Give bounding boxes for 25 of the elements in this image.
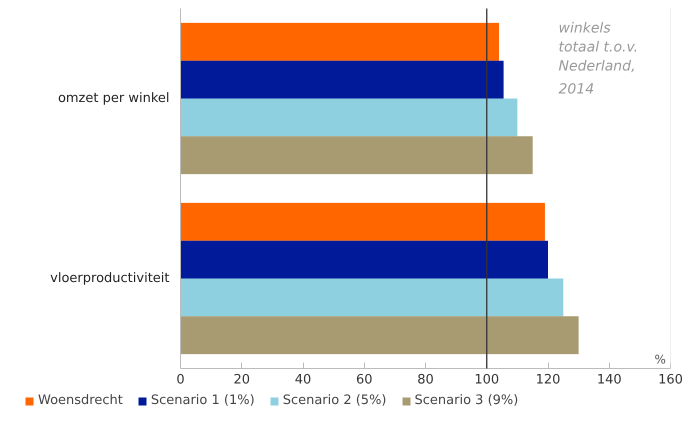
bar [180, 278, 564, 316]
x-tick-label: 100 [474, 372, 500, 388]
bar [180, 136, 533, 174]
x-tick-label: 160 [658, 372, 683, 388]
legend-label: Scenario 1 (1%) [150, 393, 255, 408]
bar [180, 60, 504, 98]
bar [180, 22, 499, 61]
legend-label: Woensdrecht [38, 393, 123, 408]
x-tick-label: 80 [417, 372, 434, 388]
annotation: winkels totaal t.o.v. Nederland, 2014 [558, 20, 638, 98]
x-tick-label: 20 [233, 372, 250, 388]
x-tick-label: 60 [356, 372, 373, 388]
legend-label: Scenario 3 (9%) [414, 393, 518, 408]
bar [180, 240, 548, 278]
y-tick-label: vloerproductiviteit [50, 271, 170, 286]
x-tick-label: 0 [176, 372, 185, 388]
bar [180, 202, 545, 241]
y-tick-label: omzet per winkel [58, 91, 170, 106]
x-tick-label: 140 [596, 372, 622, 388]
x-tick-label: 40 [294, 372, 312, 388]
x-tick-label: 120 [536, 372, 560, 388]
bar [180, 98, 518, 136]
x-axis-title: % [654, 352, 666, 366]
bar [180, 316, 579, 354]
legend-label: Scenario 2 (5%) [282, 393, 387, 408]
